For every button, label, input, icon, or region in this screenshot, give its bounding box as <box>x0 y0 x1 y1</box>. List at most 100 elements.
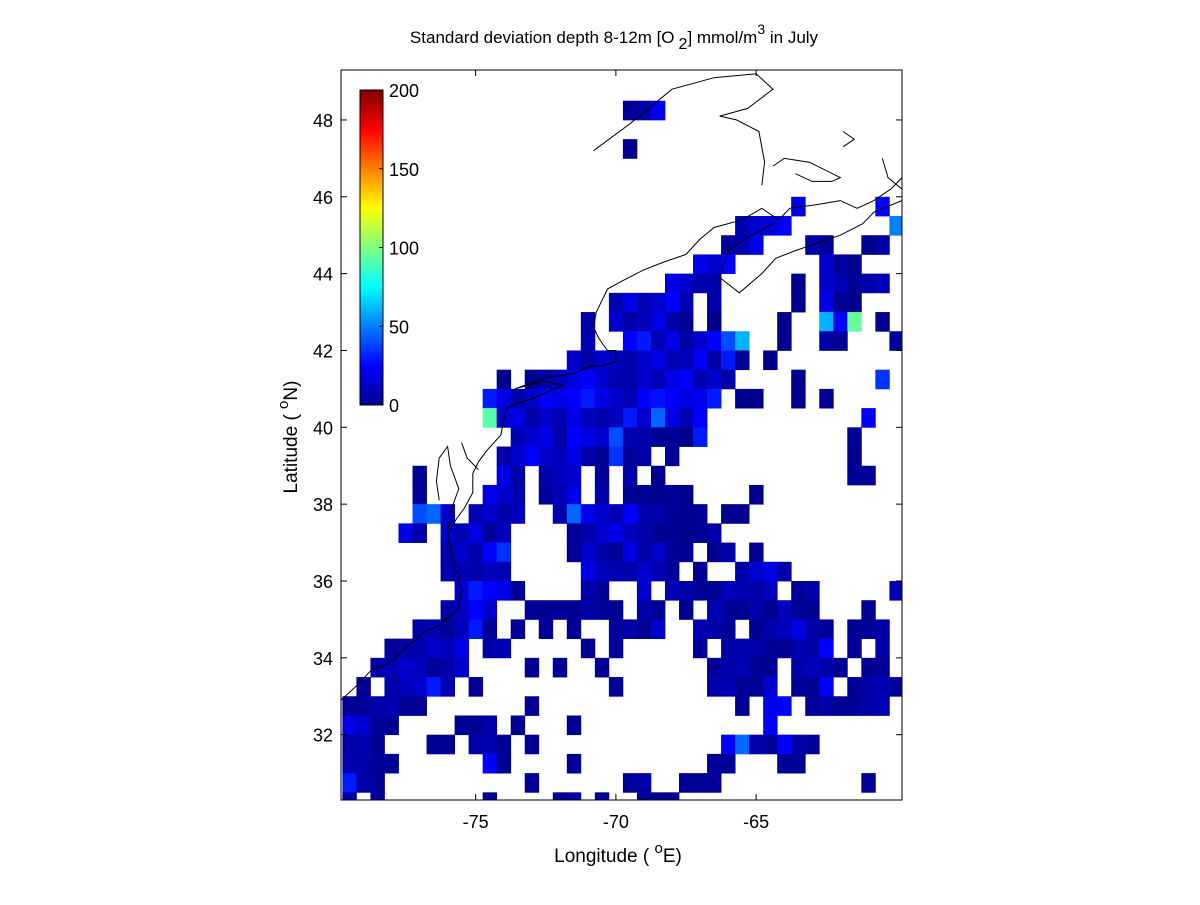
heatmap-cell <box>398 523 413 543</box>
heatmap-cell <box>819 619 834 640</box>
heatmap-cell <box>707 312 722 332</box>
heatmap-cell <box>510 484 526 505</box>
heatmap-cell <box>749 600 764 620</box>
heatmap-cell <box>721 331 736 351</box>
heatmap-cell <box>524 427 540 447</box>
heatmap-cell <box>749 638 764 659</box>
heatmap-cell <box>679 312 694 332</box>
heatmap-cell <box>819 638 834 659</box>
heatmap-cell <box>650 292 666 313</box>
heatmap-cell <box>861 657 876 678</box>
heatmap-cell <box>636 542 652 563</box>
heatmap-cell <box>566 504 582 524</box>
heatmap-cell <box>622 100 638 121</box>
heatmap-cell <box>721 657 736 678</box>
heatmap-cell <box>650 100 666 121</box>
heatmap-cell <box>622 465 638 486</box>
heatmap-cell <box>538 427 554 447</box>
heatmap-cell <box>454 581 470 601</box>
heatmap-cell <box>791 638 806 659</box>
heatmap-cell <box>468 561 484 582</box>
heatmap-cell <box>636 484 652 505</box>
heatmap-cell <box>875 196 890 217</box>
heatmap-cell <box>664 312 680 332</box>
heatmap-cell <box>777 600 792 620</box>
heatmap-cell <box>707 350 722 371</box>
heatmap-cell <box>875 273 890 294</box>
heatmap-cell <box>510 388 526 409</box>
heatmap-cell <box>707 657 722 678</box>
heatmap-cell <box>721 753 736 774</box>
heatmap-cell <box>693 273 708 294</box>
heatmap-cell <box>735 600 750 620</box>
heatmap-cell <box>622 312 638 332</box>
heatmap-cell <box>777 216 792 236</box>
heatmap-cell <box>580 350 596 371</box>
heatmap-cell <box>819 312 834 332</box>
heatmap-cell <box>650 369 666 390</box>
heatmap-cell <box>384 657 399 678</box>
heatmap-cell <box>791 388 806 409</box>
x-tick-label: -70 <box>603 812 629 832</box>
heatmap-cell <box>847 465 862 486</box>
heatmap-cell <box>608 677 624 697</box>
heatmap-cell <box>763 350 778 371</box>
heatmap-cell <box>454 715 470 736</box>
heatmap-cell <box>580 561 596 582</box>
heatmap-cell <box>791 581 806 601</box>
heatmap-cell <box>580 427 596 447</box>
heatmap-cell <box>524 734 540 755</box>
heatmap-cell <box>861 619 876 640</box>
heatmap-cell <box>496 465 512 486</box>
heatmap-cell <box>482 408 498 428</box>
heatmap-cell <box>664 484 680 505</box>
heatmap-cell <box>426 677 441 697</box>
heatmap-cell <box>580 312 596 332</box>
heatmap-cell <box>552 465 568 486</box>
heatmap-cell <box>454 619 470 640</box>
heatmap-cell <box>608 427 624 447</box>
heatmap-cell <box>468 542 484 563</box>
heatmap-cell <box>636 388 652 409</box>
heatmap-cell <box>650 619 666 640</box>
heatmap-cells <box>342 100 902 800</box>
heatmap-cell <box>650 542 666 563</box>
heatmap-cell <box>482 792 498 800</box>
heatmap-cell <box>819 273 834 294</box>
heatmap-cell <box>538 446 554 467</box>
heatmap-cell <box>847 292 862 313</box>
heatmap-cell <box>636 600 652 620</box>
heatmap-cell <box>468 619 484 640</box>
heatmap-cell <box>468 523 484 543</box>
heatmap-cell <box>636 292 652 313</box>
heatmap-cell <box>735 638 750 659</box>
heatmap-cell <box>650 504 666 524</box>
heatmap-cell <box>707 600 722 620</box>
heatmap-cell <box>664 427 680 447</box>
heatmap-cell <box>384 677 399 697</box>
y-tick-label: 32 <box>313 726 333 746</box>
heatmap-cell <box>819 331 834 351</box>
heatmap-cell <box>580 408 596 428</box>
y-tick-label: 46 <box>313 188 333 208</box>
heatmap-cell <box>342 715 357 736</box>
heatmap-cell <box>398 638 413 659</box>
heatmap-cell <box>566 753 582 774</box>
heatmap-cell <box>482 753 498 774</box>
heatmap-cell <box>791 369 806 390</box>
heatmap-cell <box>622 369 638 390</box>
y-tick-label: 40 <box>313 418 333 438</box>
heatmap-cell <box>847 427 862 447</box>
heatmap-cell <box>861 408 876 428</box>
heatmap-cell <box>412 677 427 697</box>
heatmap-cell <box>566 465 582 486</box>
heatmap-cell <box>580 388 596 409</box>
heatmap-cell <box>847 638 862 659</box>
heatmap-cell <box>622 504 638 524</box>
x-axis-label: Longitude ( oE) <box>554 840 682 867</box>
heatmap-cell <box>496 484 512 505</box>
heatmap-cell <box>763 696 778 716</box>
heatmap-cell <box>636 773 652 793</box>
heatmap-cell <box>679 273 694 294</box>
